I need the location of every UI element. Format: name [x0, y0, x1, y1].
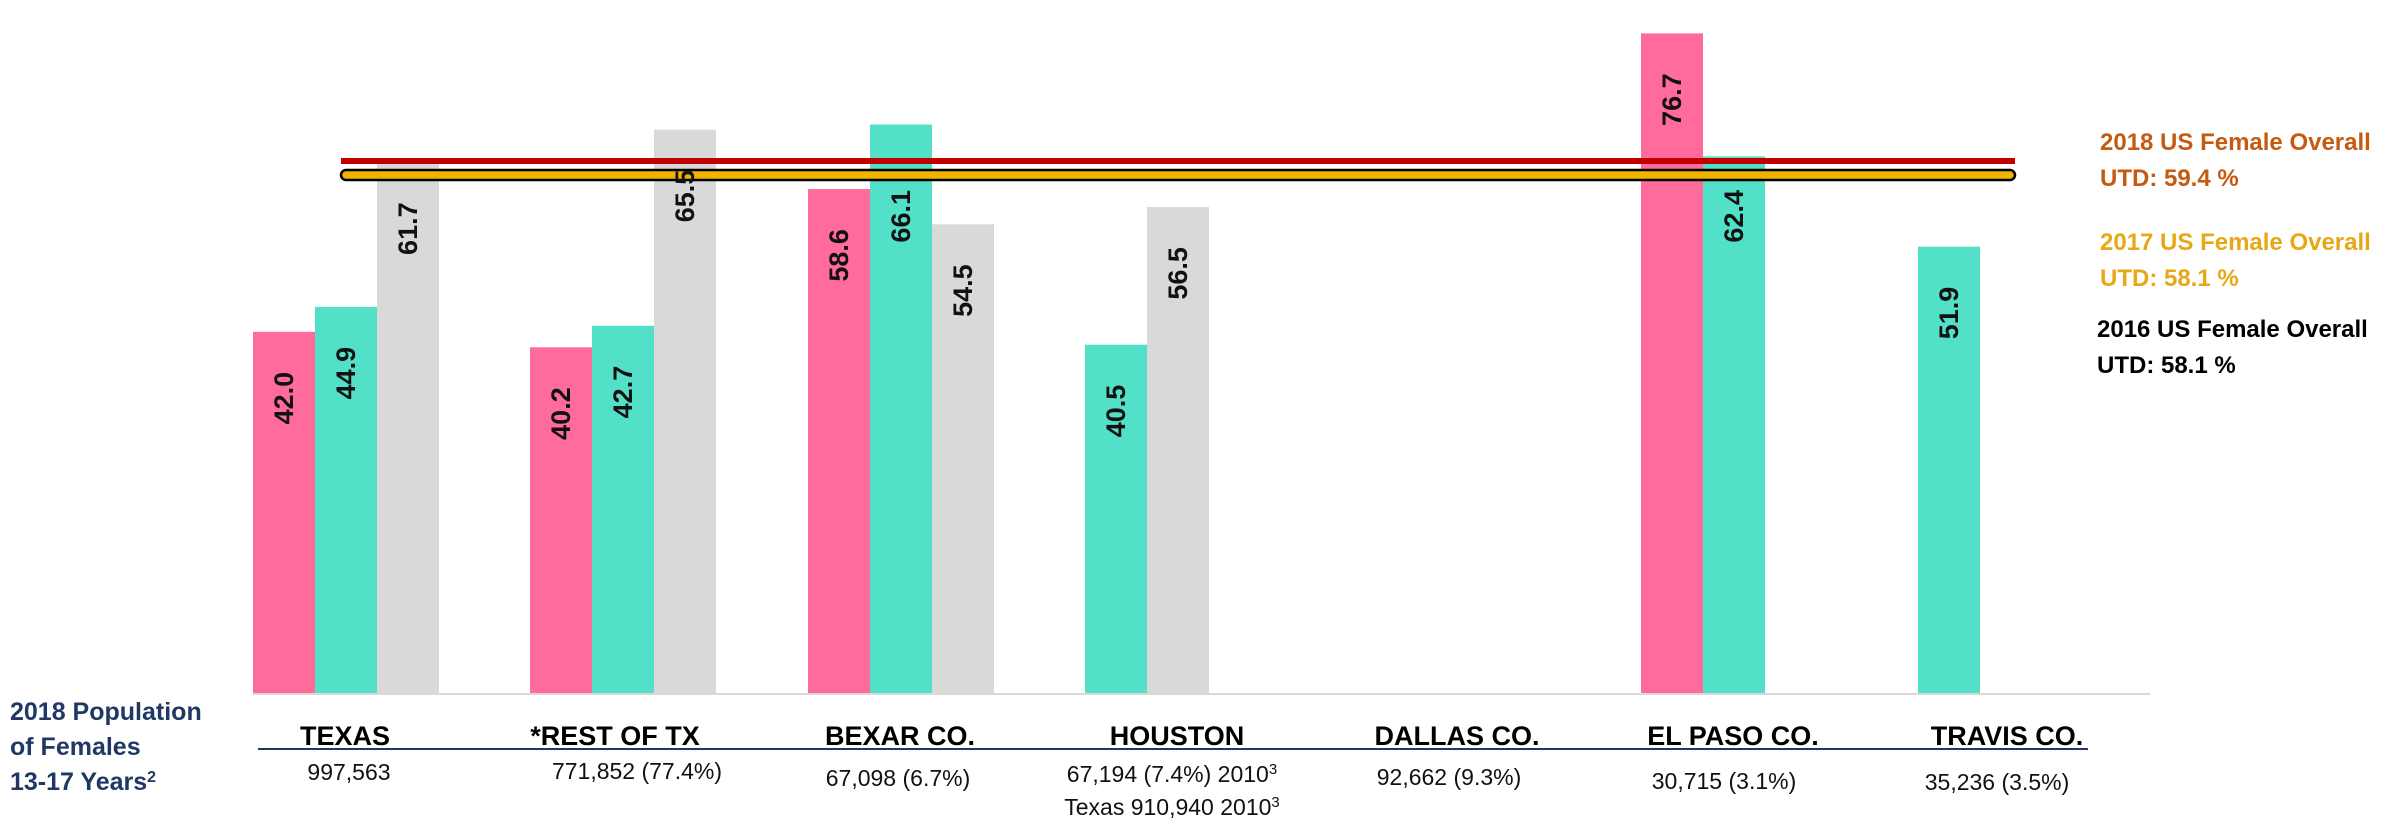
- population-bexar-co-line-1: 67,098 (6.7%): [826, 765, 970, 791]
- bar-bexar-co-series-3: [932, 224, 994, 694]
- value-label-texas-series-3: 61.7: [393, 202, 423, 255]
- bar-rest-of-tx-series-3: [654, 129, 716, 693]
- bars-layer: [253, 33, 1980, 694]
- reference-label-2-line-2: UTD: 58.1 %: [2100, 265, 2239, 292]
- bar-rest-of-tx-series-2: [592, 325, 654, 693]
- value-label-houston-series-3: 56.5: [1163, 247, 1193, 300]
- bar-bexar-co-series-1: [808, 189, 870, 694]
- value-label-el-paso-co-series-2: 62.4: [1719, 190, 1749, 243]
- population-row-title-footnote: 2: [147, 769, 156, 786]
- bar-texas-series-1: [253, 331, 315, 693]
- reference-label-3-line-2: UTD: 58.1 %: [2097, 352, 2236, 379]
- population-dallas-co-line-1: 92,662 (9.3%): [1377, 764, 1521, 790]
- value-label-el-paso-co-series-1: 76.7: [1657, 73, 1687, 126]
- value-label-rest-of-tx-series-2: 42.7: [608, 366, 638, 419]
- bar-rest-of-tx-series-1: [530, 347, 592, 693]
- bar-texas-series-3: [377, 162, 439, 693]
- population-travis-co-line-1: 35,236 (3.5%): [1925, 769, 2069, 795]
- reference-label-1-line-1: 2018 US Female Overall: [2100, 129, 2371, 156]
- population-houston-line-1: 67,194 (7.4%) 20103: [1067, 761, 1277, 788]
- value-label-bexar-co-series-2: 66.1: [886, 190, 916, 243]
- reference-label-1-line-2: UTD: 59.4 %: [2100, 165, 2239, 192]
- value-label-houston-series-2: 40.5: [1101, 385, 1131, 438]
- population-row-title-line-3: 13-17 Years2: [10, 768, 156, 796]
- value-label-rest-of-tx-series-3: 65.5: [670, 170, 700, 223]
- category-label-bexar-co: BEXAR CO.: [825, 721, 975, 751]
- population-footnote-marker: 3: [1271, 794, 1279, 811]
- value-label-travis-co-series-2: 51.9: [1934, 287, 1964, 340]
- value-label-bexar-co-series-3: 54.5: [948, 264, 978, 317]
- reference-line-2017-2016: [339, 168, 2017, 182]
- population-texas-line-1: 997,563: [307, 759, 390, 785]
- population-row-title-line-2: of Females: [10, 733, 141, 761]
- reference-label-2-line-1: 2017 US Female Overall: [2100, 229, 2371, 256]
- population-row-title-line-1: 2018 Population: [10, 698, 202, 726]
- value-labels: 42.0 40.2 58.6 76.7 44.9 42.7 40.5 51.9 61.7 65.5…: [269, 73, 1964, 439]
- category-axis: TEXAS *REST OF TX BEXAR CO. HOUSTON DALLAS C…: [253, 693, 2150, 751]
- bar-houston-series-2: [1085, 344, 1147, 693]
- category-label-rest-of-tx: *REST OF TX: [530, 721, 700, 751]
- reference-lines: [339, 158, 2017, 182]
- bar-texas-series-2: [315, 306, 377, 693]
- bar-travis-co-series-2: [1918, 246, 1980, 693]
- population-rest-of-tx-line-1: 771,852 (77.4%): [552, 758, 722, 784]
- population-row: 2018 Population of Females 13-17 Years2 997…: [10, 698, 2069, 820]
- bar-el-paso-co-series-2: [1703, 156, 1765, 694]
- value-label-rest-of-tx-series-1: 40.2: [546, 387, 576, 440]
- category-label-texas: TEXAS: [300, 721, 390, 751]
- category-label-el-paso-co: EL PASO CO.: [1647, 721, 1819, 751]
- bar-bexar-co-series-2: [870, 124, 932, 694]
- category-label-houston: HOUSTON: [1110, 721, 1245, 751]
- reference-legend: 2018 US Female Overall UTD: 59.4 % 2017 US…: [2097, 129, 2371, 379]
- population-el-paso-co-line-1: 30,715 (3.1%): [1652, 768, 1796, 794]
- category-label-dallas-co: DALLAS CO.: [1375, 721, 1540, 751]
- bar-el-paso-co-series-1: [1641, 33, 1703, 693]
- value-label-texas-series-1: 42.0: [269, 372, 299, 425]
- reference-label-3-line-1: 2016 US Female Overall: [2097, 316, 2368, 343]
- value-label-bexar-co-series-1: 58.6: [824, 229, 854, 282]
- population-houston-line-2: Texas 910,940 20103: [1064, 794, 1280, 821]
- category-label-travis-co: TRAVIS CO.: [1931, 721, 2084, 751]
- bar-houston-series-3: [1147, 207, 1209, 693]
- value-label-texas-series-2: 44.9: [331, 347, 361, 400]
- population-footnote-marker: 3: [1269, 761, 1277, 778]
